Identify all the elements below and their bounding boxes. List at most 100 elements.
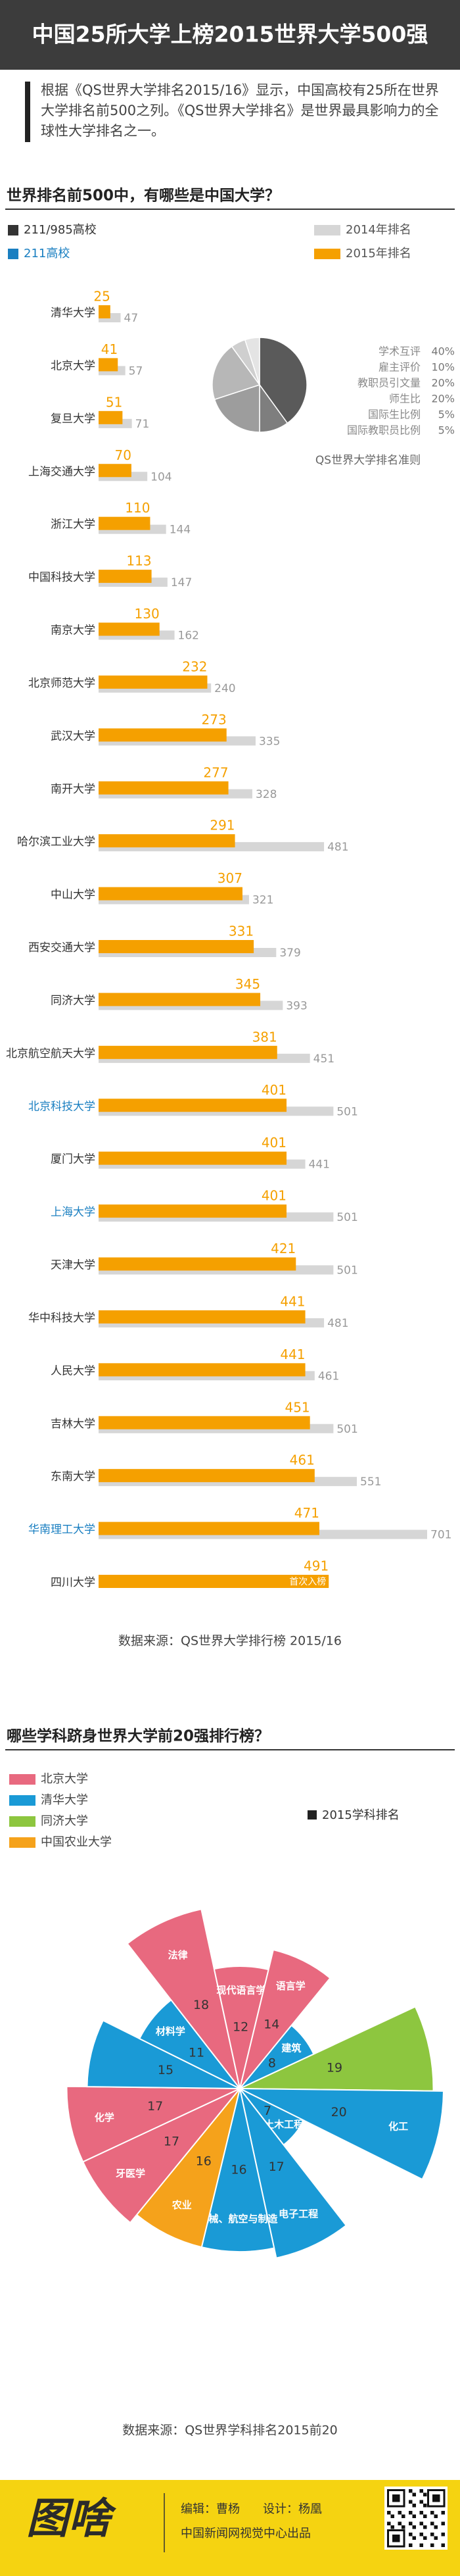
value-label-2014: 701 [430, 1529, 451, 1542]
value-label-2015: 277 [203, 764, 228, 780]
bar-2015 [99, 305, 110, 318]
bar-2015 [99, 1045, 277, 1059]
legend-label: 2014年排名 [346, 223, 411, 237]
qr-cell [423, 2525, 427, 2529]
pie-label: 雇主评价 [379, 361, 421, 374]
qr-cell [412, 2504, 416, 2508]
value-label-2014: 47 [124, 312, 139, 325]
value-label-2015: 461 [290, 1452, 315, 1468]
value-label-2014: 501 [336, 1423, 357, 1436]
qr-cell [409, 2489, 413, 2493]
legend-label: 同济大学 [41, 1814, 88, 1828]
pie-slice [244, 337, 260, 385]
category-label: 华南理工大学 [28, 1523, 95, 1537]
rose-value-label: 17 [269, 2160, 285, 2174]
category-label: 中山大学 [51, 889, 95, 902]
category-label: 厦门大学 [51, 1153, 95, 1166]
bar-2015 [99, 410, 123, 424]
category-label: 吉林大学 [51, 1418, 95, 1431]
value-label-2014: 393 [286, 999, 307, 1012]
value-label-2014: 162 [178, 630, 199, 643]
rose-petal [86, 2019, 241, 2089]
qr-cell [419, 2500, 423, 2504]
qr-cell [434, 2525, 438, 2529]
value-label-2015: 51 [106, 394, 122, 410]
value-label-2015: 401 [262, 1135, 287, 1151]
rose-category-label: 现代语言学 [216, 1985, 265, 1996]
legend-swatch [9, 1816, 35, 1827]
value-label-2014: 551 [360, 1475, 381, 1489]
value-label-2014: 240 [214, 682, 235, 695]
rose-petal [138, 1998, 241, 2089]
category-label: 南开大学 [51, 783, 95, 796]
rose-category-label: 牙医学 [116, 2167, 145, 2179]
category-label: 复旦大学 [51, 412, 95, 426]
footer-designer: 设计：杨凰 [263, 2502, 322, 2516]
qr-cell [387, 2511, 391, 2515]
category-label: 同济大学 [51, 994, 95, 1007]
legend-swatch [308, 1810, 317, 1820]
value-label-2015: 381 [252, 1029, 277, 1045]
legend-swatch [9, 1837, 35, 1848]
rose-category-label: 法律 [168, 1949, 188, 1961]
qr-cell [412, 2536, 416, 2540]
value-label-2015: 345 [235, 976, 260, 992]
qr-cell [423, 2492, 427, 2496]
rose-category-label: 电子工程 [279, 2208, 318, 2220]
rose-value-label: 7 [264, 2104, 271, 2118]
pie-slice [214, 384, 260, 433]
category-label: 上海大学 [51, 1206, 95, 1219]
value-label-2014: 144 [170, 524, 191, 537]
footer-logo: 图啥 [26, 2495, 117, 2544]
legend-label: 2015学科排名 [322, 1808, 400, 1822]
legend-swatch [8, 225, 18, 235]
value-label-2014: 57 [129, 364, 143, 378]
value-label-2015: 291 [210, 818, 235, 833]
qr-cell [430, 2511, 434, 2515]
value-label-2014: 379 [279, 947, 300, 960]
source-note: 数据来源：QS世界大学排行榜 2015/16 [118, 1634, 342, 1648]
category-label: 哈尔滨工业大学 [17, 835, 95, 849]
value-label-2015: 441 [280, 1347, 305, 1362]
category-label: 天津大学 [51, 1259, 95, 1272]
annotation: 首次入榜 [289, 1576, 326, 1587]
qr-cell [434, 2514, 438, 2518]
pie-label: 国际教职员比例 [347, 424, 421, 437]
footer-band [0, 2480, 460, 2576]
rose-petal [239, 2088, 348, 2259]
value-label-2014: 451 [313, 1053, 334, 1066]
qr-cell [412, 2492, 416, 2496]
qr-cell [430, 2533, 434, 2537]
qr-cell [419, 2511, 423, 2515]
qr-cell [441, 2543, 445, 2547]
value-label-2015: 41 [101, 341, 118, 357]
footer-credit: 中国新闻网视觉中心出品 [181, 2527, 311, 2540]
value-label-2014: 501 [336, 1105, 357, 1118]
rose-petal [239, 1948, 331, 2089]
value-label-2014: 335 [259, 735, 280, 748]
value-label-2014: 501 [336, 1264, 357, 1277]
legend-swatch [314, 249, 340, 259]
legend-label: 中国农业大学 [41, 1835, 112, 1849]
rose-value-label: 11 [189, 2046, 204, 2060]
bar-2015 [99, 622, 160, 636]
source-note: 数据来源：QS世界学科排名2015前20 [122, 2423, 338, 2438]
qr-cell [423, 2504, 427, 2508]
category-label: 南京大学 [51, 624, 95, 637]
category-label: 清华大学 [51, 307, 95, 320]
rose-value-label: 14 [264, 2017, 279, 2031]
qr-cell [441, 2511, 445, 2515]
qr-cell [387, 2521, 391, 2525]
value-label-2015: 70 [114, 447, 131, 463]
qr-cell [419, 2521, 423, 2525]
rose-value-label: 15 [158, 2063, 173, 2077]
qr-finder [387, 2489, 405, 2508]
pie-slice [212, 345, 261, 401]
qr-cell [412, 2525, 416, 2529]
category-label: 人民大学 [51, 1364, 95, 1377]
pie-value-label: 20% [431, 377, 455, 389]
rose-petal [239, 2006, 434, 2092]
bar-2015 [99, 570, 152, 583]
